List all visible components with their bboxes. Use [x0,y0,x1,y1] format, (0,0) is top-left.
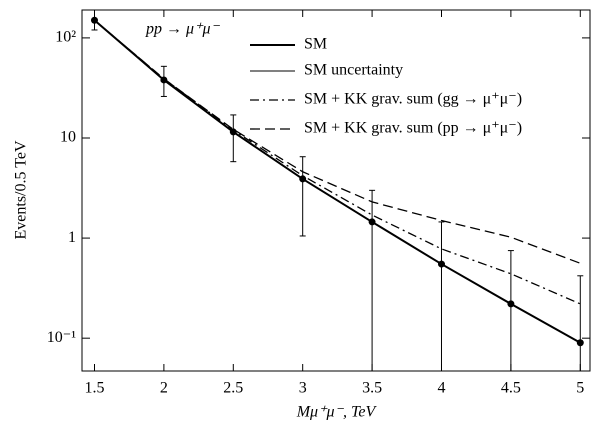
x-tick-label: 2 [160,380,168,397]
y-axis-label: Events/0.5 TeV [13,140,30,239]
plot-area [90,10,584,371]
data-point [229,128,237,136]
x-axis-label: Mμ⁺μ⁻, TeV [296,404,378,421]
legend-label: SM uncertainty [304,62,403,79]
data-point [507,300,515,308]
data-point [368,218,376,226]
x-tick-label: 3 [299,380,307,397]
legend-label: SM [304,36,327,53]
data-point [437,260,445,268]
x-tick-label: 3.5 [362,380,382,397]
y-tick-label: 10² [55,29,76,46]
y-tick-label: 10 [60,129,76,146]
legend-label: SM + KK grav. sum (gg → μ⁺μ⁻) [304,91,522,108]
data-point [160,76,168,84]
x-tick-label: 4 [437,380,445,397]
series-line [94,19,581,264]
series-line [94,19,581,305]
x-tick-label: 5 [576,380,584,397]
x-tick-label: 2.5 [223,380,243,397]
series-line [93,19,581,344]
annotation: pp → μ⁺μ⁻ [145,21,221,38]
x-tick-label: 1.5 [84,380,104,397]
data-point [299,175,307,183]
y-tick-label: 1 [68,229,76,246]
data-point [576,339,584,347]
x-tick-label: 4.5 [501,380,521,397]
legend-label: SM + KK grav. sum (pp → μ⁺μ⁻) [304,120,522,137]
y-tick-label: 10⁻¹ [47,329,76,346]
plot-frame [81,9,591,372]
